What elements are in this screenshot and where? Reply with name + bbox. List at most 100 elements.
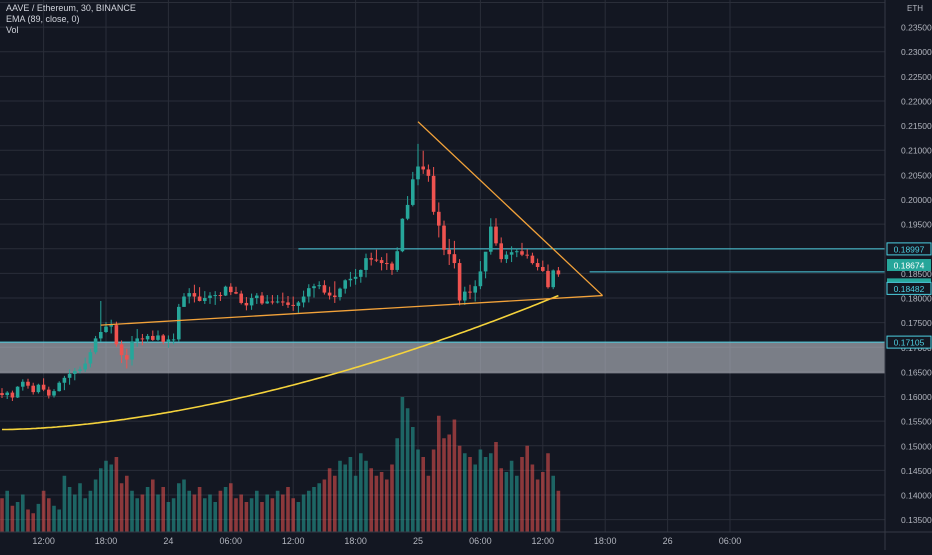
price-axis-label-box (886, 242, 932, 256)
volume-bar (0, 498, 4, 532)
volume-bar (281, 494, 285, 532)
candle-body (452, 254, 457, 264)
candle-body (255, 295, 259, 299)
volume-bar (177, 483, 181, 532)
y-tick-label: 0.18500 (901, 269, 932, 279)
volume-bar (395, 438, 399, 532)
volume-bar (57, 509, 61, 532)
candle-body (338, 288, 342, 298)
y-tick-label: 0.14000 (901, 491, 932, 501)
currency-label: ETH (907, 4, 923, 13)
volume-bar (551, 475, 555, 532)
volume-bar (426, 475, 431, 532)
candle-body (187, 293, 191, 297)
candle-body (73, 370, 77, 374)
volume-bar (447, 434, 451, 532)
price-zone (0, 341, 885, 374)
candle-body (483, 251, 488, 272)
candle-body (275, 301, 280, 303)
candle-body (405, 204, 410, 219)
volume-bar (171, 498, 176, 532)
candle-body (62, 377, 67, 383)
x-tick-label: 18:00 (95, 536, 118, 546)
volume-bar (489, 453, 493, 532)
volume-bar (88, 490, 93, 532)
price-axis-label: 0.17105 (894, 338, 925, 348)
candle-body (301, 296, 306, 303)
volume-bar (104, 460, 108, 532)
volume-bar (229, 483, 233, 532)
candle-body (21, 381, 25, 387)
volume-bar (265, 494, 269, 532)
volume-bar (286, 487, 290, 532)
volume-bar (541, 472, 545, 532)
candle-body (265, 301, 269, 304)
volume-bar (218, 490, 223, 532)
volume-bar (93, 479, 98, 532)
candle-body (114, 325, 119, 345)
volume-bar (119, 483, 124, 532)
volume-bar (36, 503, 41, 532)
volume-bar (473, 464, 477, 532)
candle-body (431, 175, 436, 212)
candle-body (525, 254, 529, 256)
candle-body (182, 296, 186, 307)
candle-body (15, 386, 20, 398)
x-tick-label: 18:00 (594, 536, 617, 546)
price-axis-label: 0.18482 (894, 284, 925, 294)
resistance-trendline (417, 121, 604, 297)
x-tick-label: 06:00 (719, 536, 742, 546)
price-axis-label-box (886, 335, 932, 349)
candle-body (281, 301, 285, 303)
candle-body (395, 251, 399, 270)
volume-bar (322, 479, 327, 532)
candle-body (208, 295, 212, 299)
y-tick-label: 0.18000 (901, 294, 932, 304)
candle-body (509, 252, 514, 255)
volume-bar (437, 415, 441, 532)
x-tick-label: 18:00 (344, 536, 367, 546)
candle-body (556, 270, 561, 275)
volume-bar (239, 494, 243, 532)
volume-bar (156, 494, 160, 532)
y-tick-label: 0.13500 (901, 515, 932, 525)
candle-body (322, 285, 327, 293)
volume-bar (255, 490, 259, 532)
candle-body (437, 211, 441, 226)
volume-bar (99, 468, 103, 532)
candle-body (47, 389, 51, 396)
volume-bar (546, 453, 550, 532)
candle-body (416, 166, 420, 180)
volume-bar (270, 498, 275, 532)
volume-bar (187, 490, 191, 532)
y-tick-label: 0.20000 (901, 195, 932, 205)
candle-body (374, 259, 379, 261)
y-tick-label: 0.21000 (901, 146, 932, 156)
candle-body (31, 385, 35, 393)
volume-bar (15, 502, 20, 532)
candle-body (364, 258, 368, 270)
volume-bar (333, 475, 337, 532)
volume-bar (125, 475, 129, 532)
x-tick-label: 06:00 (220, 536, 243, 546)
candle-body (125, 355, 129, 360)
candle-body (244, 302, 249, 306)
candle-body (177, 306, 181, 340)
candle-body (327, 292, 332, 296)
ema-legend: EMA (89, close, 0) (6, 14, 80, 24)
volume-bar (343, 464, 347, 532)
y-tick-label: 0.16000 (901, 392, 932, 402)
price-axis-label-box (887, 259, 931, 272)
candle-body (317, 285, 321, 287)
price-axis-background (885, 0, 932, 550)
support-trendline (100, 294, 603, 326)
volume-bar (478, 449, 483, 532)
y-tick-label: 0.20500 (901, 170, 932, 180)
volume-bar (31, 513, 35, 532)
volume-bar (359, 453, 363, 532)
volume-bar (5, 490, 9, 532)
volume-bar (301, 494, 306, 532)
candle-body (463, 291, 467, 301)
